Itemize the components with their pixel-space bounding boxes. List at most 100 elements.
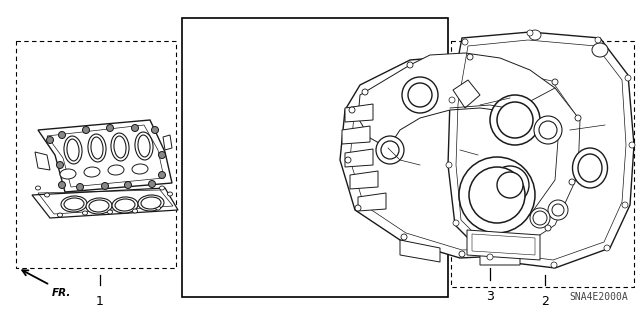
Polygon shape	[342, 126, 370, 144]
Ellipse shape	[401, 234, 407, 240]
Ellipse shape	[459, 157, 535, 233]
Ellipse shape	[629, 142, 635, 148]
Ellipse shape	[112, 197, 138, 213]
Ellipse shape	[462, 39, 468, 45]
Polygon shape	[358, 53, 570, 148]
Ellipse shape	[159, 172, 166, 179]
Ellipse shape	[108, 165, 124, 175]
Ellipse shape	[58, 213, 63, 217]
Ellipse shape	[141, 197, 161, 209]
Ellipse shape	[459, 251, 465, 257]
Ellipse shape	[625, 75, 631, 81]
Ellipse shape	[595, 37, 601, 43]
Ellipse shape	[487, 254, 493, 260]
Ellipse shape	[552, 79, 558, 85]
Ellipse shape	[530, 208, 550, 228]
Ellipse shape	[148, 181, 156, 188]
Polygon shape	[32, 188, 178, 218]
Ellipse shape	[622, 202, 628, 208]
Ellipse shape	[453, 220, 459, 226]
Ellipse shape	[446, 162, 452, 168]
Polygon shape	[453, 80, 480, 108]
Ellipse shape	[407, 62, 413, 68]
Ellipse shape	[449, 97, 455, 103]
Text: 3: 3	[486, 290, 494, 303]
Ellipse shape	[111, 133, 129, 161]
Ellipse shape	[106, 124, 113, 131]
Text: 1: 1	[96, 295, 104, 308]
Ellipse shape	[569, 179, 575, 185]
Ellipse shape	[381, 141, 399, 159]
Bar	[182, 18, 448, 297]
Ellipse shape	[86, 198, 112, 214]
Ellipse shape	[132, 209, 138, 213]
Ellipse shape	[138, 135, 150, 157]
Ellipse shape	[575, 115, 581, 121]
Ellipse shape	[578, 154, 602, 182]
Ellipse shape	[91, 137, 103, 159]
Ellipse shape	[533, 211, 547, 225]
Ellipse shape	[573, 148, 607, 188]
Ellipse shape	[376, 136, 404, 164]
Polygon shape	[38, 120, 172, 192]
Ellipse shape	[77, 183, 83, 190]
Ellipse shape	[497, 172, 523, 198]
Ellipse shape	[490, 95, 540, 145]
Ellipse shape	[56, 161, 63, 168]
Ellipse shape	[152, 127, 159, 133]
Ellipse shape	[529, 30, 541, 40]
Polygon shape	[448, 32, 634, 268]
Polygon shape	[358, 193, 386, 211]
Ellipse shape	[539, 121, 557, 139]
Polygon shape	[467, 230, 540, 260]
Bar	[16, 41, 176, 268]
Ellipse shape	[125, 182, 131, 189]
Text: 2: 2	[541, 295, 549, 308]
Ellipse shape	[61, 196, 87, 212]
Ellipse shape	[115, 199, 135, 211]
Ellipse shape	[592, 43, 608, 57]
Ellipse shape	[402, 77, 438, 113]
Ellipse shape	[132, 164, 148, 174]
Ellipse shape	[102, 182, 109, 189]
Ellipse shape	[527, 30, 533, 36]
Ellipse shape	[83, 127, 90, 133]
Ellipse shape	[135, 132, 153, 160]
Ellipse shape	[84, 167, 100, 177]
Ellipse shape	[89, 200, 109, 212]
Polygon shape	[163, 135, 172, 150]
Polygon shape	[490, 88, 580, 255]
Ellipse shape	[534, 116, 562, 144]
Ellipse shape	[88, 134, 106, 162]
Ellipse shape	[545, 225, 551, 231]
Text: FR.: FR.	[52, 288, 72, 298]
Ellipse shape	[108, 210, 113, 214]
Ellipse shape	[552, 204, 564, 216]
Ellipse shape	[47, 137, 54, 144]
Ellipse shape	[467, 54, 473, 60]
Ellipse shape	[349, 107, 355, 113]
Ellipse shape	[156, 206, 161, 210]
Ellipse shape	[58, 131, 65, 138]
Ellipse shape	[497, 102, 533, 138]
Ellipse shape	[168, 192, 173, 196]
Ellipse shape	[83, 211, 88, 215]
Polygon shape	[400, 240, 440, 262]
Ellipse shape	[408, 83, 432, 107]
Ellipse shape	[64, 198, 84, 210]
Ellipse shape	[551, 262, 557, 268]
Polygon shape	[345, 149, 373, 167]
Ellipse shape	[362, 89, 368, 95]
Ellipse shape	[58, 182, 65, 189]
Ellipse shape	[35, 186, 40, 190]
Ellipse shape	[491, 166, 529, 204]
Ellipse shape	[469, 167, 525, 223]
Ellipse shape	[67, 139, 79, 161]
Polygon shape	[480, 252, 520, 265]
Polygon shape	[350, 171, 378, 189]
Ellipse shape	[159, 152, 166, 159]
Ellipse shape	[64, 136, 82, 164]
Ellipse shape	[604, 245, 610, 251]
Text: SNA4E2000A: SNA4E2000A	[569, 292, 628, 302]
Ellipse shape	[548, 200, 568, 220]
